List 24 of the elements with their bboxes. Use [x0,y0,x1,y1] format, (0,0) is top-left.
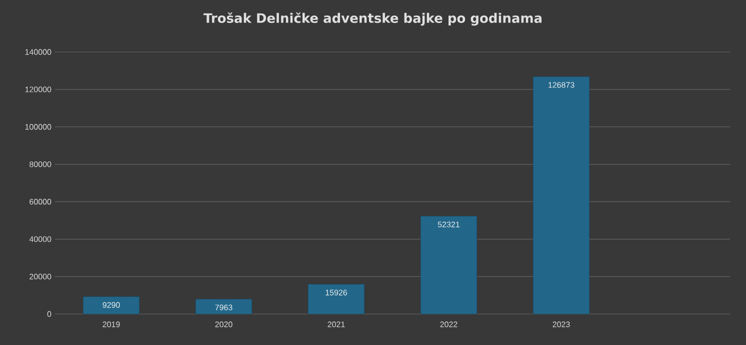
bar [532,76,590,314]
data-label: 15926 [326,290,348,296]
data-label: 52321 [438,222,460,228]
y-tick-label: 40000 [29,236,52,242]
bar [308,284,365,314]
y-tick-label: 0 [47,311,52,317]
bar [82,296,140,314]
y-tick-label: 60000 [30,198,52,205]
y-tick-label: 100000 [25,124,52,130]
y-tick-label: 80000 [30,161,52,168]
y-tick-label: 140000 [25,49,52,55]
bar [420,216,478,314]
x-tick-label: 2022 [440,322,458,328]
data-label: 9290 [102,302,120,308]
x-tick-label: 2023 [552,322,570,328]
y-tick-label: 20000 [30,274,52,280]
bar [195,298,252,314]
data-label: 7963 [215,304,232,310]
data-label: 126873 [548,82,574,88]
x-tick-label: 2021 [328,322,345,328]
x-tick-label: 2019 [102,322,120,328]
y-tick-label: 120000 [25,86,52,92]
x-tick-label: 2020 [215,322,232,328]
chart-title: Trošak Delničke adventske bajke po godinama [204,12,542,26]
